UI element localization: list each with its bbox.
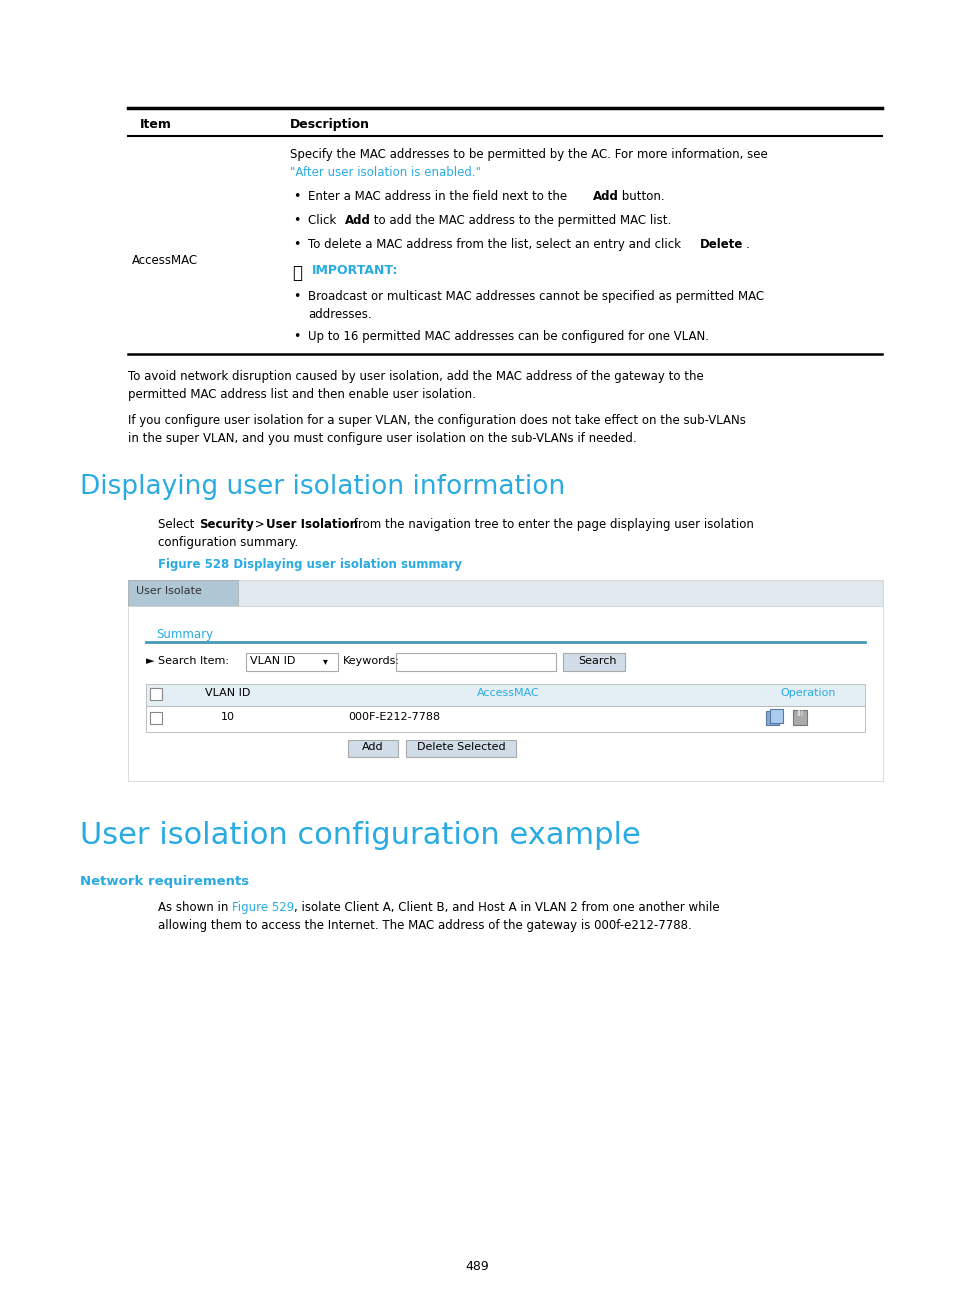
Bar — [562, 653, 624, 671]
Text: Add: Add — [362, 743, 383, 752]
Text: Select: Select — [158, 518, 198, 531]
Bar — [128, 607, 882, 781]
Text: 489: 489 — [465, 1260, 488, 1273]
Text: Item: Item — [140, 118, 172, 131]
Text: User Isolation: User Isolation — [266, 518, 357, 531]
Text: allowing them to access the Internet. The MAC address of the gateway is 000f-e21: allowing them to access the Internet. Th… — [158, 919, 691, 932]
Text: Up to 16 permitted MAC addresses can be configured for one VLAN.: Up to 16 permitted MAC addresses can be … — [308, 330, 708, 343]
Text: Search: Search — [578, 656, 616, 666]
Text: Broadcast or multicast MAC addresses cannot be specified as permitted MAC: Broadcast or multicast MAC addresses can… — [308, 290, 763, 303]
Text: in the super VLAN, and you must configure user isolation on the sub-VLANs if nee: in the super VLAN, and you must configur… — [128, 432, 636, 445]
Text: permitted MAC address list and then enable user isolation.: permitted MAC address list and then enab… — [128, 388, 476, 400]
Text: ▾: ▾ — [323, 656, 328, 666]
Text: Summary: Summary — [156, 629, 213, 642]
Text: .: . — [745, 238, 749, 251]
Text: configuration summary.: configuration summary. — [158, 537, 298, 550]
Text: If you configure user isolation for a super VLAN, the configuration does not tak: If you configure user isolation for a su… — [128, 413, 745, 426]
Bar — [128, 581, 237, 607]
Text: Specify the MAC addresses to be permitted by the AC. For more information, see: Specify the MAC addresses to be permitte… — [290, 148, 767, 161]
Bar — [765, 712, 779, 724]
Text: •: • — [293, 214, 300, 227]
Text: 000F-E212-7788: 000F-E212-7788 — [348, 712, 439, 722]
Text: VLAN ID: VLAN ID — [250, 656, 295, 666]
Text: Description: Description — [290, 118, 370, 131]
Text: ► Search Item:: ► Search Item: — [146, 656, 229, 666]
Text: AccessMAC: AccessMAC — [476, 688, 538, 699]
Text: Figure 528 Displaying user isolation summary: Figure 528 Displaying user isolation sum… — [158, 559, 461, 572]
Text: Security: Security — [199, 518, 253, 531]
Text: Figure 529: Figure 529 — [232, 901, 294, 914]
Text: IMPORTANT:: IMPORTANT: — [312, 264, 398, 277]
Text: To delete a MAC address from the list, select an entry and click: To delete a MAC address from the list, s… — [308, 238, 684, 251]
Text: Add: Add — [345, 214, 371, 227]
Text: Delete Selected: Delete Selected — [416, 743, 505, 752]
Text: ⓘ: ⓘ — [292, 264, 302, 283]
Text: •: • — [293, 238, 300, 251]
Text: Displaying user isolation information: Displaying user isolation information — [80, 474, 565, 500]
Text: to add the MAC address to the permitted MAC list.: to add the MAC address to the permitted … — [370, 214, 671, 227]
Text: from the navigation tree to enter the page displaying user isolation: from the navigation tree to enter the pa… — [350, 518, 753, 531]
Text: •: • — [293, 191, 300, 203]
Text: button.: button. — [618, 191, 664, 203]
Bar — [150, 688, 162, 700]
Text: "After user isolation is enabled.": "After user isolation is enabled." — [290, 166, 480, 179]
Bar — [128, 581, 882, 607]
Bar — [146, 684, 864, 706]
Text: Network requirements: Network requirements — [80, 875, 249, 888]
Bar — [395, 653, 556, 671]
Bar — [769, 709, 782, 723]
Text: User Isolate: User Isolate — [136, 586, 202, 596]
Text: >: > — [251, 518, 268, 531]
Text: User isolation configuration example: User isolation configuration example — [80, 820, 640, 850]
Text: Delete: Delete — [700, 238, 742, 251]
Text: •: • — [293, 290, 300, 303]
Text: 10: 10 — [221, 712, 234, 722]
Text: •: • — [293, 330, 300, 343]
Text: , isolate Client A, Client B, and Host A in VLAN 2 from one another while: , isolate Client A, Client B, and Host A… — [294, 901, 719, 914]
Text: Operation: Operation — [780, 688, 835, 699]
Bar — [246, 653, 337, 671]
Text: |||: ||| — [795, 709, 802, 715]
Bar — [792, 710, 806, 724]
Bar — [406, 740, 516, 757]
Text: To avoid network disruption caused by user isolation, add the MAC address of the: To avoid network disruption caused by us… — [128, 369, 703, 384]
Text: addresses.: addresses. — [308, 308, 372, 321]
Text: AccessMAC: AccessMAC — [132, 254, 198, 267]
Text: As shown in: As shown in — [158, 901, 232, 914]
Text: Keywords:: Keywords: — [343, 656, 399, 666]
Text: Add: Add — [593, 191, 618, 203]
Bar — [348, 740, 397, 757]
Text: VLAN ID: VLAN ID — [205, 688, 251, 699]
Bar — [146, 706, 864, 732]
Text: Enter a MAC address in the field next to the: Enter a MAC address in the field next to… — [308, 191, 570, 203]
Bar — [150, 712, 162, 724]
Text: Click: Click — [308, 214, 339, 227]
